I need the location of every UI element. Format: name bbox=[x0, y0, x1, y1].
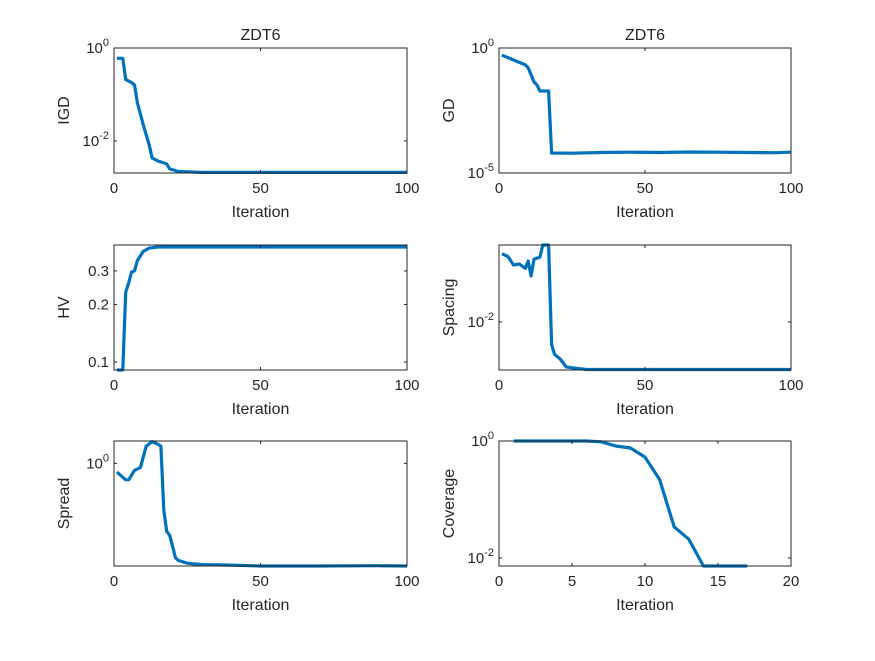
y-tick-label: 100 bbox=[86, 452, 109, 472]
tick-base: 10 bbox=[86, 40, 103, 57]
chart-title: ZDT6 bbox=[241, 27, 281, 44]
x-axis-label: Iteration bbox=[232, 597, 290, 614]
x-axis-label: Iteration bbox=[616, 204, 674, 221]
x-tick-label: 5 bbox=[568, 573, 576, 590]
plot-area bbox=[114, 48, 407, 173]
tick-exponent: -2 bbox=[484, 547, 494, 559]
spacing-axes: 0 50 100 10-2 Iteration Spacing bbox=[441, 243, 804, 418]
x-tick-label: 0 bbox=[110, 377, 118, 394]
tick-exponent: -2 bbox=[484, 311, 494, 323]
y-axis-label: Spread bbox=[56, 478, 73, 530]
x-tick-label: 50 bbox=[637, 377, 654, 394]
x-axis-label: Iteration bbox=[616, 597, 674, 614]
x-tick-label: 100 bbox=[394, 180, 419, 197]
y-tick-label: 10-5 bbox=[468, 162, 494, 182]
y-tick-label: 100 bbox=[471, 37, 494, 57]
y-axis-label: HV bbox=[56, 296, 73, 319]
hv-series-line bbox=[116, 245, 407, 372]
x-tick-label: 100 bbox=[778, 377, 803, 394]
x-tick-label: 15 bbox=[710, 573, 727, 590]
x-tick-label: 50 bbox=[252, 180, 269, 197]
x-tick-label: 0 bbox=[495, 573, 503, 590]
y-axis-label: GD bbox=[441, 99, 458, 123]
gd-series-line bbox=[501, 53, 792, 155]
plot-area bbox=[499, 441, 791, 566]
x-tick-label: 50 bbox=[252, 573, 269, 590]
x-axis-label: Iteration bbox=[232, 204, 290, 221]
tick-base: 10 bbox=[86, 455, 103, 472]
plot-area bbox=[499, 245, 791, 370]
tick-base: 10 bbox=[468, 314, 485, 331]
y-tick-label: 10-2 bbox=[83, 130, 109, 150]
tick-base: 10 bbox=[471, 40, 488, 57]
hv-axes: 0 50 100 0.1 0.2 0.3 Iteration HV bbox=[56, 244, 420, 418]
igd-series-line bbox=[116, 56, 407, 174]
x-tick-label: 20 bbox=[783, 573, 800, 590]
tick-exponent: 0 bbox=[488, 37, 494, 49]
x-tick-label: 0 bbox=[110, 573, 118, 590]
tick-base: 10 bbox=[471, 433, 488, 450]
tick-base: 10 bbox=[83, 133, 100, 150]
tick-exponent: -5 bbox=[484, 162, 494, 174]
x-tick-label: 50 bbox=[252, 377, 269, 394]
x-tick-label: 10 bbox=[637, 573, 654, 590]
y-axis-label: Coverage bbox=[441, 469, 458, 538]
x-tick-label: 0 bbox=[495, 180, 503, 197]
tick-base: 10 bbox=[468, 550, 485, 567]
x-tick-label: 0 bbox=[495, 377, 503, 394]
plot-area bbox=[114, 441, 407, 566]
tick-exponent: 0 bbox=[488, 430, 494, 442]
plot-area bbox=[499, 48, 791, 173]
x-axis-label: Iteration bbox=[616, 401, 674, 418]
y-tick-label: 0.1 bbox=[88, 354, 109, 371]
y-tick-label: 0.2 bbox=[88, 297, 109, 314]
x-tick-label: 100 bbox=[778, 180, 803, 197]
tick-base: 10 bbox=[468, 165, 485, 182]
x-tick-label: 50 bbox=[637, 180, 654, 197]
y-axis-label: Spacing bbox=[441, 279, 458, 337]
y-tick-label: 0.3 bbox=[88, 263, 109, 280]
tick-exponent: 0 bbox=[103, 452, 109, 464]
y-tick-label: 10-2 bbox=[468, 311, 494, 331]
tick-exponent: -2 bbox=[99, 130, 109, 142]
chart-title: ZDT6 bbox=[625, 27, 665, 44]
x-tick-label: 100 bbox=[394, 573, 419, 590]
y-axis-label: IGD bbox=[56, 96, 73, 124]
y-tick-label: 100 bbox=[86, 37, 109, 57]
tick-exponent: 0 bbox=[103, 37, 109, 49]
y-tick-label: 100 bbox=[471, 430, 494, 450]
x-axis-label: Iteration bbox=[232, 401, 290, 418]
y-tick-label: 10-2 bbox=[468, 547, 494, 567]
x-tick-label: 100 bbox=[394, 377, 419, 394]
x-tick-label: 0 bbox=[110, 180, 118, 197]
plot-area bbox=[114, 245, 407, 370]
